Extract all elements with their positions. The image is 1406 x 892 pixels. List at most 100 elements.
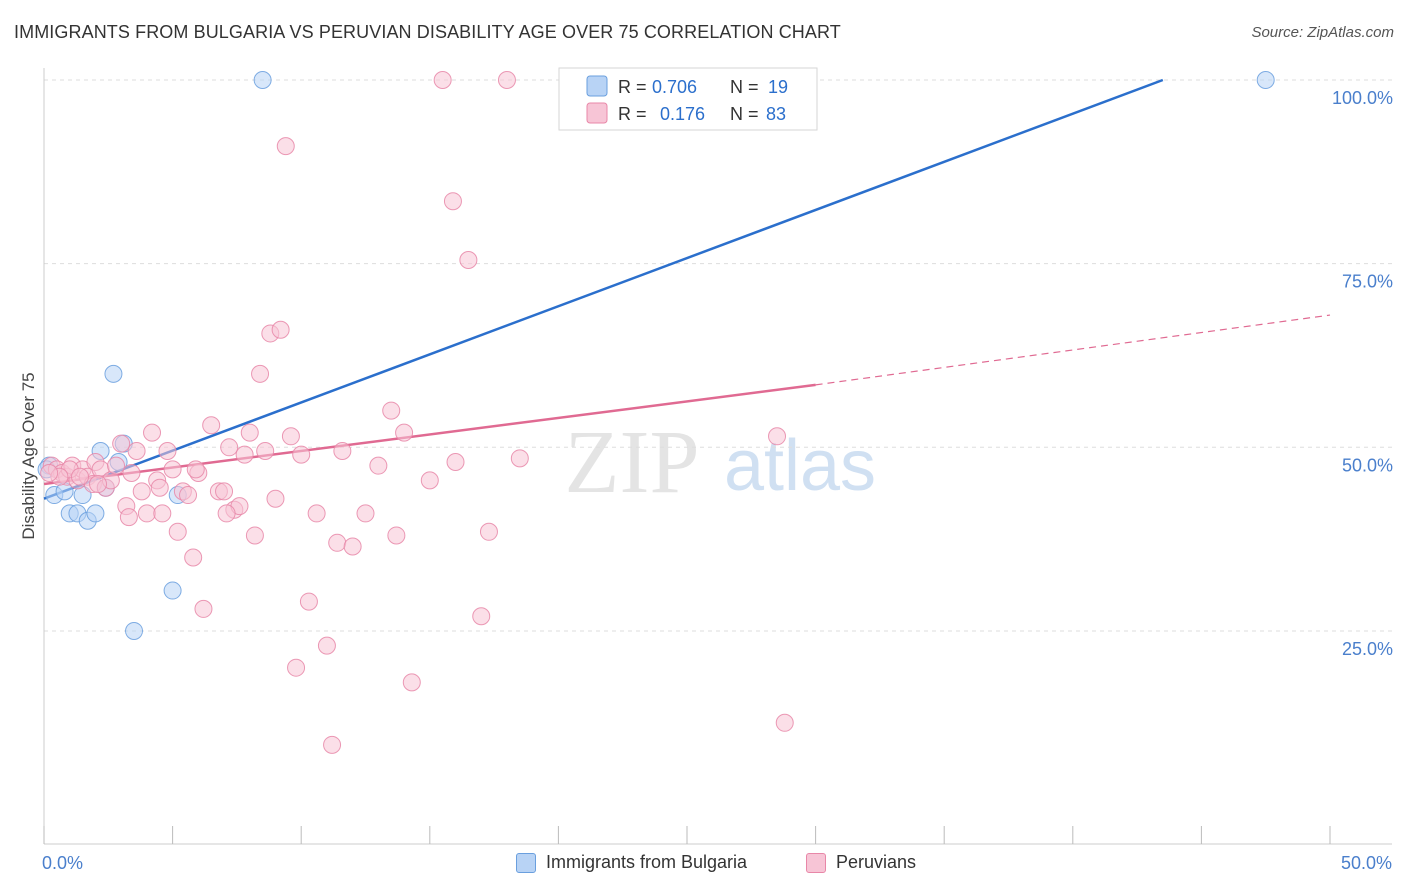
peruvian-point <box>433 71 452 89</box>
bulgaria-point <box>125 621 144 640</box>
y-tick-label: 75.0% <box>1342 272 1393 292</box>
peruvian-point <box>107 456 126 475</box>
peruvian-point <box>153 504 172 523</box>
legend-r-value-bulgaria: 0.706 <box>652 77 697 97</box>
peruvian-point <box>127 441 146 460</box>
peruvian-point <box>202 416 221 435</box>
peruvian-point <box>510 449 529 468</box>
peruvian-point <box>40 464 59 483</box>
peruvian-point <box>194 599 213 618</box>
peruvian-point <box>89 475 108 494</box>
y-tick-label: 25.0% <box>1342 639 1393 659</box>
axes: 25.0% 50.0% 75.0% 100.0% 0.0% 50.0% <box>42 68 1393 873</box>
correlation-legend: R = 0.706 N = 19 R = 0.176 N = 83 <box>558 67 818 131</box>
peruvian-point <box>132 482 151 501</box>
y-tick-label: 100.0% <box>1332 88 1393 108</box>
peruvian-point <box>420 471 439 490</box>
peruvian-point <box>168 522 187 541</box>
peruvian-point <box>472 607 491 626</box>
watermark: ZIP atlas <box>565 413 877 512</box>
x-tick-label: 50.0% <box>1341 853 1392 873</box>
peruvian-point <box>387 526 406 545</box>
peruvian-point <box>497 71 516 89</box>
peruvian-point <box>245 526 264 545</box>
peruvian-point <box>459 250 478 269</box>
peruvian-point <box>775 713 794 732</box>
legend-item-bulgaria: Immigrants from Bulgaria <box>516 852 747 873</box>
peruvian-point <box>184 548 203 567</box>
y-axis-label: Disability Age Over 75 <box>19 372 38 539</box>
peruvian-point <box>328 533 347 552</box>
peruvian-point <box>292 445 311 464</box>
legend-label-bulgaria: Immigrants from Bulgaria <box>546 852 748 872</box>
bulgaria-trend-line <box>43 78 1164 500</box>
peruvian-point <box>276 137 295 156</box>
bulgaria-point <box>253 71 272 89</box>
peruvian-point <box>179 486 198 505</box>
peruvian-point <box>215 482 234 501</box>
legend-n-label-peruvians: N = <box>730 104 759 124</box>
peruvian-point <box>323 735 342 754</box>
peruvian-point <box>122 464 141 483</box>
source-label: Source: ZipAtlas.com <box>1251 24 1394 41</box>
peruvian-point <box>287 658 306 677</box>
peruvian-point <box>251 364 270 383</box>
bulgaria-point <box>163 581 182 600</box>
peruvian-point <box>443 192 462 211</box>
legend-swatch-peruvians <box>586 102 608 124</box>
watermark-zip: ZIP <box>565 413 700 512</box>
y-tick-label: 50.0% <box>1342 455 1393 475</box>
peruvian-point <box>343 537 362 556</box>
peruvian-trend-extension <box>815 314 1331 386</box>
bulgaria-point <box>104 364 123 383</box>
peruvian-point <box>402 673 421 692</box>
peruvian-point <box>150 478 169 497</box>
peruvian-point <box>240 423 259 442</box>
peruvian-point <box>163 460 182 479</box>
peruvian-point <box>382 401 401 420</box>
peruvian-point <box>71 467 90 486</box>
peruvian-point <box>307 504 326 523</box>
peruvian-point <box>299 592 318 611</box>
peruvian-point <box>217 504 236 523</box>
watermark-atlas: atlas <box>724 426 876 506</box>
peruvian-point <box>369 456 388 475</box>
legend-swatch-bulgaria-bottom <box>516 852 536 873</box>
peruvian-point <box>143 423 162 442</box>
peruvian-point <box>395 423 414 442</box>
peruvian-point <box>235 445 254 464</box>
data-points <box>37 71 1275 754</box>
chart-title: IMMIGRANTS FROM BULGARIA VS PERUVIAN DIS… <box>14 22 841 42</box>
peruvian-point <box>256 441 275 460</box>
peruvian-point <box>356 504 375 523</box>
peruvian-point <box>271 320 290 339</box>
peruvian-point <box>333 441 352 460</box>
legend-swatch-bulgaria <box>586 75 608 97</box>
peruvian-point <box>119 508 138 527</box>
peruvian-point <box>446 453 465 471</box>
legend-r-label-peruvians: R = <box>618 104 647 124</box>
legend-swatch-peruvians-bottom <box>806 852 826 873</box>
grid-lines <box>44 79 1392 632</box>
legend-n-label-bulgaria: N = <box>730 77 759 97</box>
series-legend: Immigrants from Bulgaria Peruvians <box>0 852 1406 876</box>
peruvian-point <box>112 434 131 453</box>
peruvian-point <box>266 489 285 508</box>
bulgaria-point <box>1256 71 1275 89</box>
peruvian-point <box>186 460 205 479</box>
legend-label-peruvians: Peruvians <box>836 852 917 872</box>
peruvian-point <box>158 441 177 460</box>
legend-n-value-bulgaria: 19 <box>768 77 788 97</box>
peruvian-point <box>317 636 336 655</box>
peruvian-point <box>479 522 498 541</box>
bulgaria-point <box>86 504 105 523</box>
legend-r-value-peruvians: 0.176 <box>660 104 705 124</box>
legend-item-peruvians: Peruvians <box>806 852 916 873</box>
x-tick-label: 0.0% <box>42 853 83 873</box>
legend-n-value-peruvians: 83 <box>766 104 786 124</box>
peruvian-point <box>220 438 239 457</box>
legend-r-label-bulgaria: R = <box>618 77 647 97</box>
peruvian-point <box>281 427 300 446</box>
peruvian-point <box>768 427 787 446</box>
